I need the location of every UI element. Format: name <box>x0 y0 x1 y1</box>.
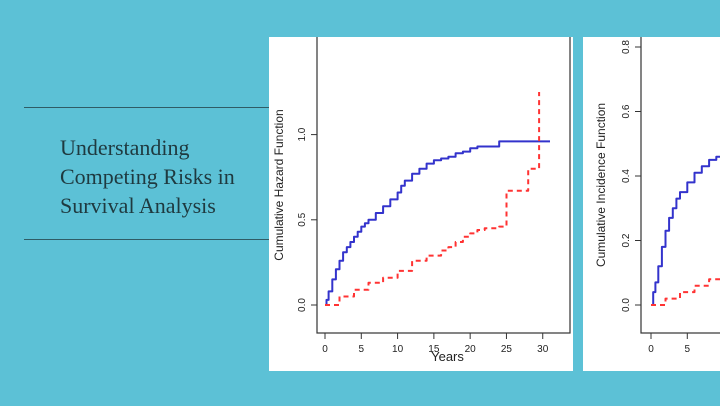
x-tick-label: 20 <box>465 344 477 355</box>
series-group <box>651 155 720 306</box>
y-tick-label: 0.0 <box>297 298 308 312</box>
x-axis-label: Years <box>431 349 464 364</box>
y-tick-label: 0.8 <box>621 40 632 54</box>
series-line-1 <box>325 140 550 306</box>
series-group <box>325 92 550 306</box>
x-tick-label: 25 <box>501 344 513 355</box>
y-tick-label: 0.5 <box>297 212 308 226</box>
title-line-2: Competing Risks in <box>60 164 235 189</box>
y-tick-label: 0.4 <box>621 169 632 183</box>
plot-frame <box>316 37 571 334</box>
plot-frame <box>640 37 720 334</box>
y-axis-label: Cumulative Hazard Function <box>272 109 286 260</box>
x-tick-label: 5 <box>685 344 691 355</box>
incidence-chart-panel: 0.0 0.2 0.4 0.6 0.8 0 5 Cumulative Incidence Fu… <box>583 37 720 371</box>
x-tick-label: 10 <box>392 344 404 355</box>
hazard-chart: 0.0 0.5 1.0 0 5 10 15 20 25 30 Years Cumulative Haz… <box>272 37 571 364</box>
y-tick-label: 0.6 <box>621 104 632 118</box>
incidence-chart: 0.0 0.2 0.4 0.6 0.8 0 5 Cumulative Incidence Fu… <box>594 37 720 355</box>
bottom-rule <box>24 239 286 240</box>
x-tick-label: 30 <box>537 344 549 355</box>
x-tick-label: 15 <box>428 344 440 355</box>
x-tick-label: 5 <box>359 344 365 355</box>
top-rule <box>24 107 286 108</box>
y-tick-label: 0.0 <box>621 298 632 312</box>
series-line-2 <box>325 92 541 306</box>
y-axis-label: Cumulative Incidence Function <box>594 103 608 267</box>
title-line-3: Survival Analysis <box>60 193 216 218</box>
y-tick-label: 1.0 <box>297 127 308 141</box>
y-tick-label: 0.2 <box>621 233 632 247</box>
slide-title: Understanding Competing Risks in Surviva… <box>60 133 235 220</box>
hazard-chart-panel: 0.0 0.5 1.0 0 5 10 15 20 25 30 Years Cumulative Haz… <box>269 37 573 371</box>
title-line-1: Understanding <box>60 135 190 160</box>
x-tick-label: 0 <box>648 344 654 355</box>
series-line-1 <box>651 155 720 306</box>
x-tick-label: 0 <box>322 344 328 355</box>
series-line-2 <box>651 278 720 306</box>
